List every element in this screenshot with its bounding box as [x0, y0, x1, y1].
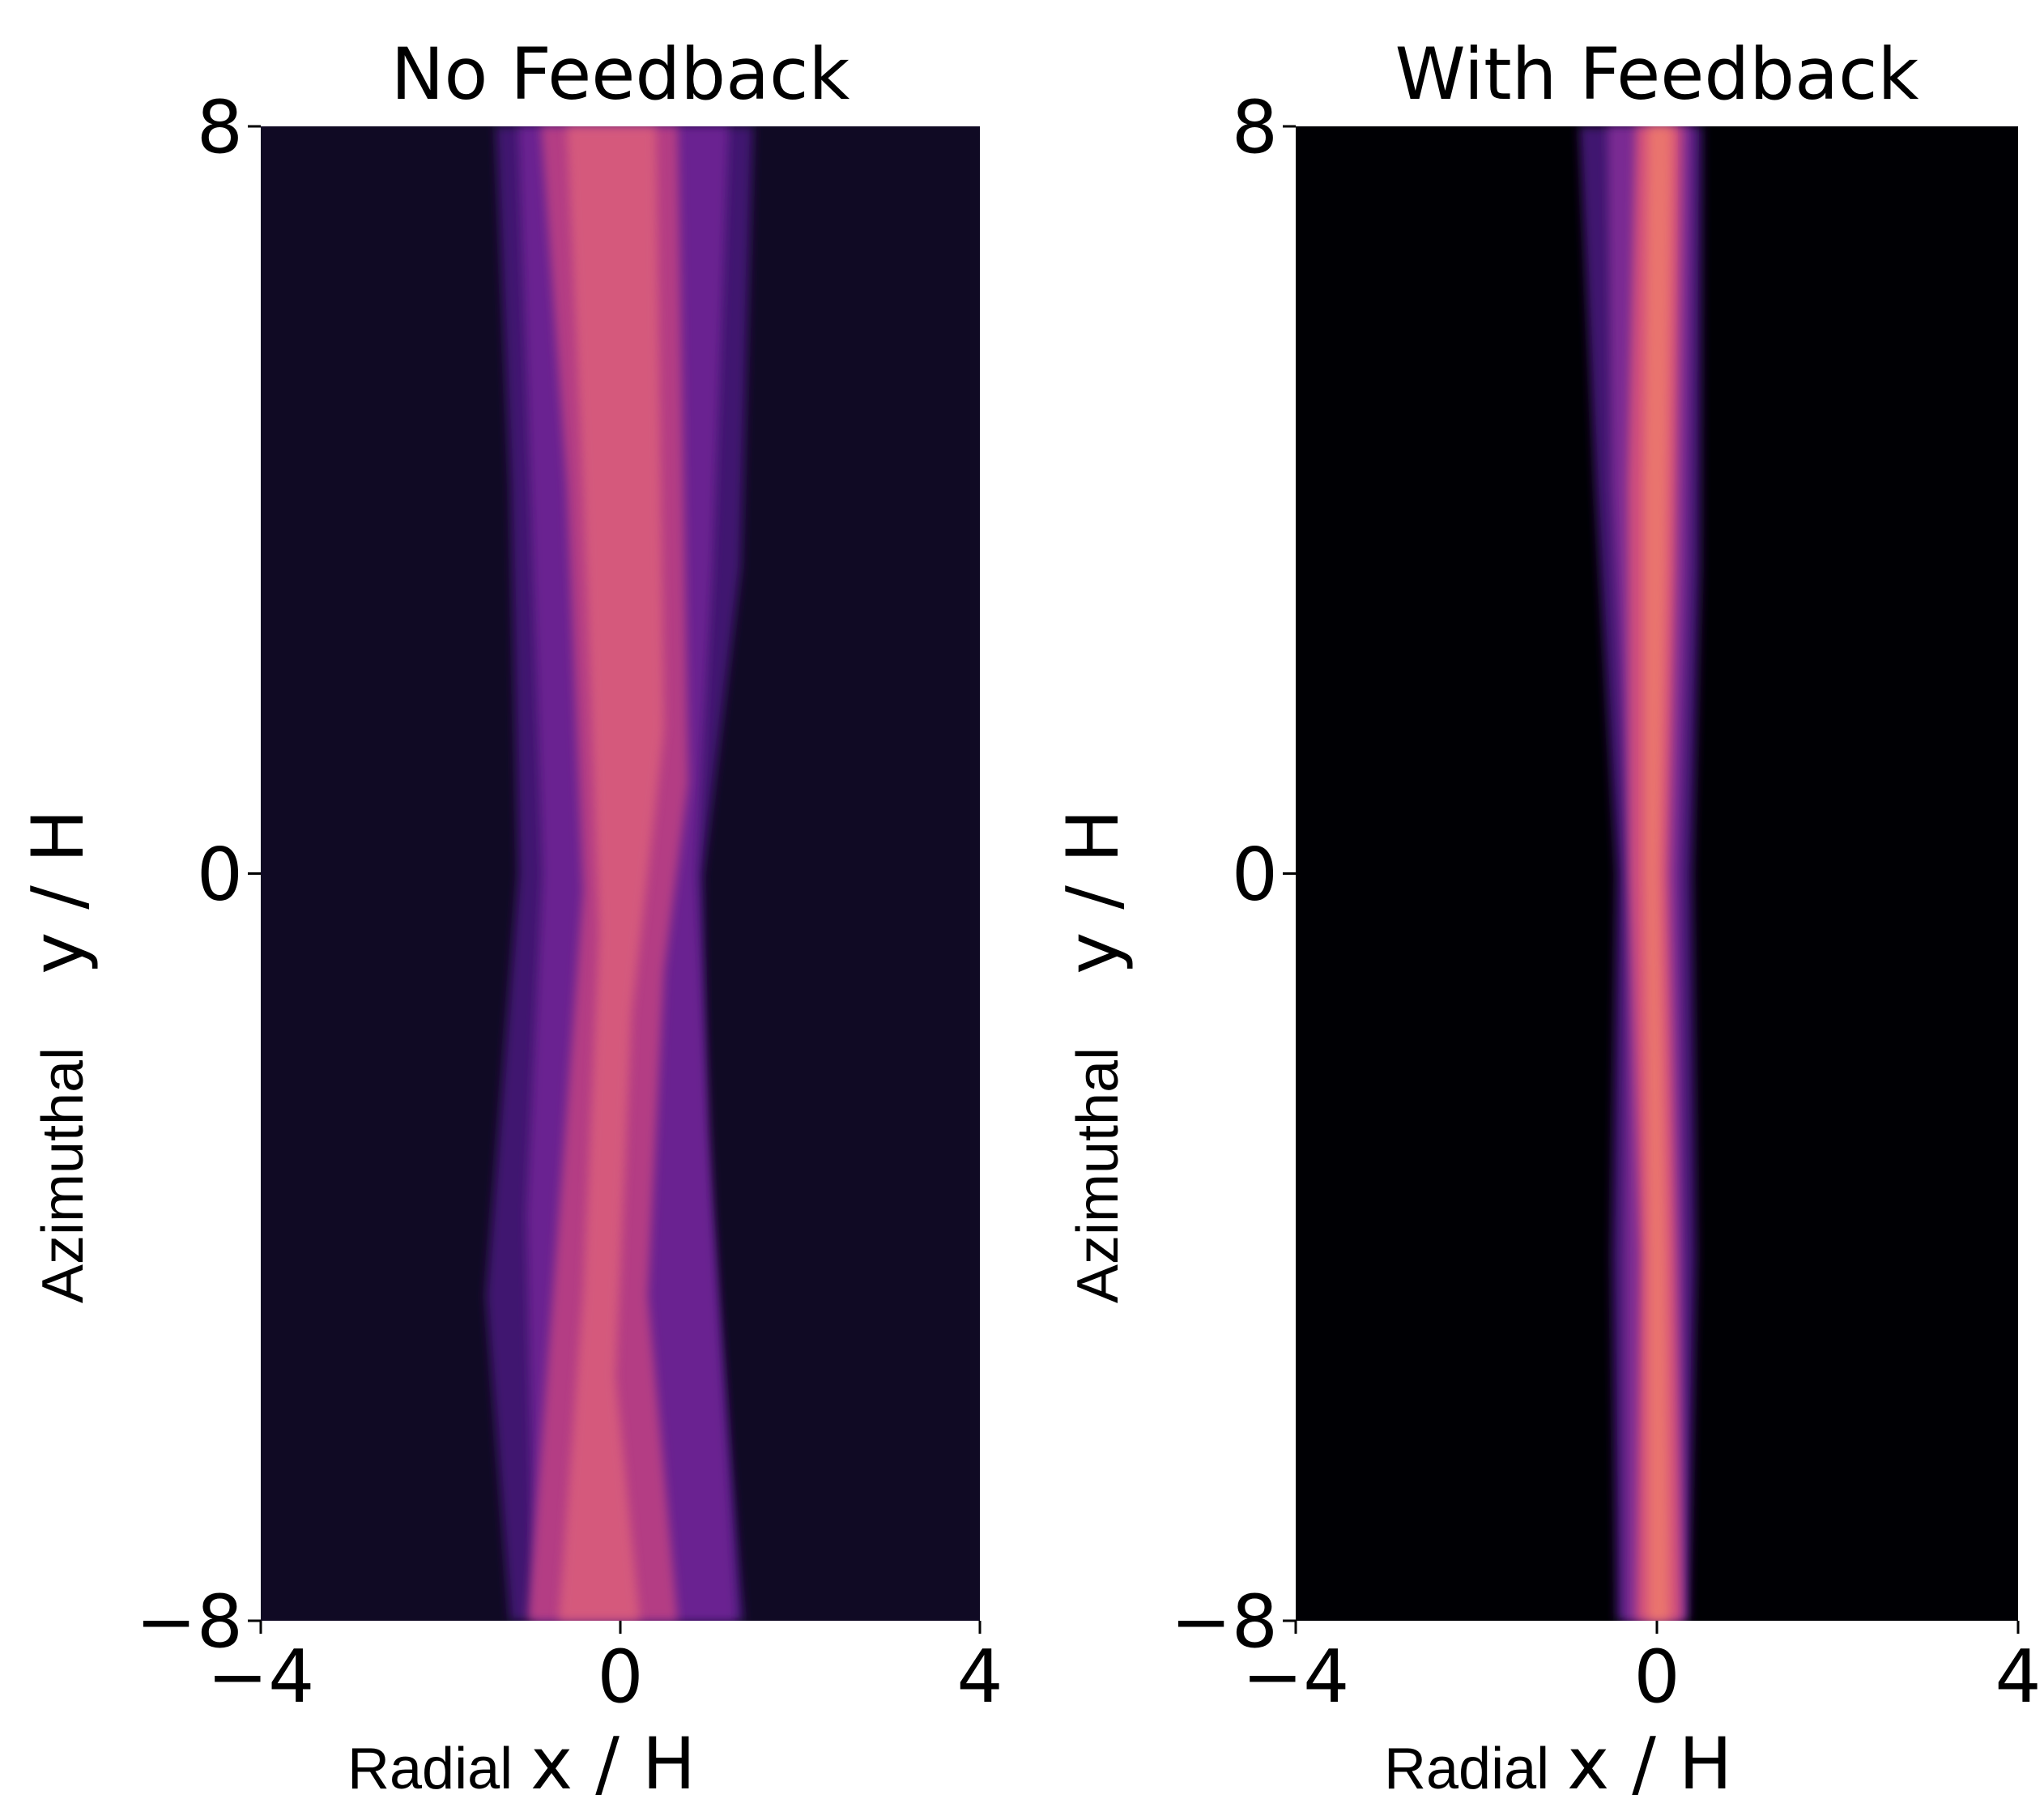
y-axis-label: Azimuthal y / H: [16, 809, 100, 1303]
y-tick-label: 0: [197, 833, 243, 918]
x-tick-label: 4: [956, 1635, 1003, 1720]
y-axis-symbol: y / H: [16, 809, 100, 974]
x-tick-label: 0: [597, 1635, 643, 1720]
y-tick-label: 8: [197, 85, 243, 170]
x-axis-symbol: x / H: [1567, 1722, 1732, 1803]
y-tick-label: 0: [1232, 833, 1278, 918]
y-axis-word: Azimuthal: [1066, 1047, 1131, 1303]
y-tick-label: 8: [1232, 85, 1278, 170]
panel-title: No Feedback: [391, 32, 850, 116]
y-tick-label: −8: [135, 1579, 243, 1664]
y-tick-label: −8: [1170, 1579, 1278, 1664]
panel-title: With Feedback: [1395, 32, 1919, 116]
x-tick-label: −4: [207, 1635, 315, 1720]
y-axis-symbol: y / H: [1051, 809, 1135, 974]
x-tick-label: −4: [1242, 1635, 1350, 1720]
x-axis-symbol: x / H: [530, 1722, 696, 1803]
x-tick-label: 0: [1633, 1635, 1680, 1720]
x-axis-label: Radial x / H: [1384, 1722, 1732, 1803]
density-field: [486, 126, 753, 1621]
y-axis-word: Azimuthal: [31, 1047, 96, 1303]
x-axis-word: Radial: [1384, 1737, 1549, 1801]
x-axis-word: Radial: [347, 1737, 513, 1801]
x-tick-label: 4: [1995, 1635, 2041, 1720]
density-field: [1579, 126, 1702, 1621]
y-axis-label: Azimuthal y / H: [1051, 809, 1135, 1303]
x-axis-label: Radial x / H: [347, 1722, 696, 1803]
